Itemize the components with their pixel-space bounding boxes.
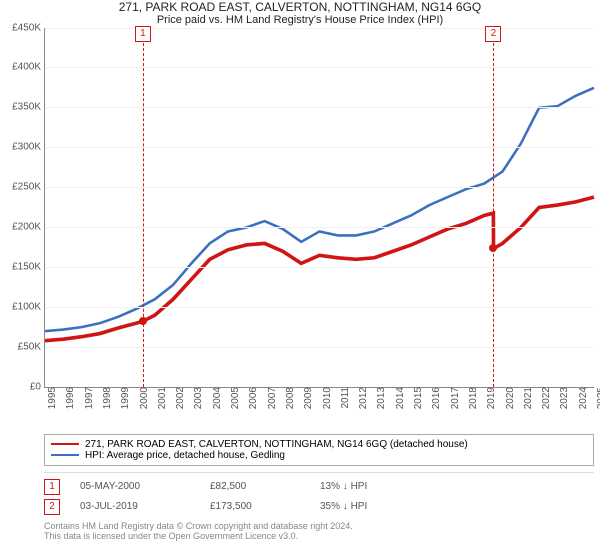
x-tick-label: 2005 (228, 387, 241, 409)
x-tick-label: 2000 (137, 387, 150, 409)
chart-container: 271, PARK ROAD EAST, CALVERTON, NOTTINGH… (0, 0, 600, 560)
legend: 271, PARK ROAD EAST, CALVERTON, NOTTINGH… (44, 434, 594, 466)
x-tick-label: 2014 (393, 387, 406, 409)
x-tick-label: 1999 (118, 387, 131, 409)
x-tick-label: 2022 (539, 387, 552, 409)
heading: 271, PARK ROAD EAST, CALVERTON, NOTTINGH… (0, 0, 600, 28)
event-marker-line (493, 28, 494, 387)
footnote: Contains HM Land Registry data © Crown c… (44, 521, 594, 541)
legend-item: HPI: Average price, detached house, Gedl… (51, 450, 587, 461)
x-tick-label: 2013 (374, 387, 387, 409)
x-tick-label: 2016 (429, 387, 442, 409)
gridline (45, 267, 594, 268)
x-tick-label: 2002 (173, 387, 186, 409)
chart-subtitle: Price paid vs. HM Land Registry's House … (0, 14, 600, 27)
gridline (45, 187, 594, 188)
x-tick-label: 2020 (503, 387, 516, 409)
chart-title: 271, PARK ROAD EAST, CALVERTON, NOTTINGH… (0, 0, 600, 14)
x-tick-label: 2024 (576, 387, 589, 409)
gridline (45, 147, 594, 148)
footnote-line: This data is licensed under the Open Gov… (44, 531, 594, 541)
event-date: 05-MAY-2000 (80, 481, 190, 492)
footnote-line: Contains HM Land Registry data © Crown c… (44, 521, 594, 531)
x-tick-label: 2021 (521, 387, 534, 409)
series-lines (45, 28, 594, 387)
x-tick-label: 2011 (338, 387, 351, 409)
series-hpi (45, 87, 594, 330)
gridline (45, 227, 594, 228)
event-row: 1 05-MAY-2000 £82,500 13% ↓ HPI (44, 477, 594, 497)
x-tick-label: 1997 (82, 387, 95, 409)
x-tick-label: 2017 (448, 387, 461, 409)
y-tick-label: £150K (12, 261, 45, 272)
y-tick-label: £200K (12, 222, 45, 233)
x-tick-label: 2004 (210, 387, 223, 409)
event-marker-line (143, 28, 144, 387)
x-tick-label: 2023 (557, 387, 570, 409)
y-tick-label: £350K (12, 102, 45, 113)
y-tick-label: £400K (12, 62, 45, 73)
x-tick-label: 2025 (594, 387, 600, 409)
event-pct: 13% ↓ HPI (320, 481, 367, 492)
legend-label: 271, PARK ROAD EAST, CALVERTON, NOTTINGH… (85, 439, 468, 450)
x-tick-label: 2018 (466, 387, 479, 409)
legend-swatch (51, 454, 79, 456)
y-tick-label: £250K (12, 182, 45, 193)
event-price: £82,500 (210, 481, 300, 492)
event-number-box: 2 (44, 499, 60, 515)
gridline (45, 307, 594, 308)
y-tick-label: £50K (18, 341, 45, 352)
x-tick-label: 2019 (484, 387, 497, 409)
gridline (45, 28, 594, 29)
x-tick-label: 2012 (356, 387, 369, 409)
event-date: 03-JUL-2019 (80, 501, 190, 512)
events-table: 1 05-MAY-2000 £82,500 13% ↓ HPI 2 03-JUL-2019… (44, 472, 594, 517)
x-tick-label: 1995 (45, 387, 58, 409)
event-row: 2 03-JUL-2019 £173,500 35% ↓ HPI (44, 497, 594, 517)
gridline (45, 67, 594, 68)
y-tick-label: £0 (30, 381, 45, 392)
legend-item: 271, PARK ROAD EAST, CALVERTON, NOTTINGH… (51, 439, 587, 450)
sale-point-dot (139, 317, 147, 325)
event-number-box: 1 (44, 479, 60, 495)
y-tick-label: £100K (12, 301, 45, 312)
x-tick-label: 2003 (191, 387, 204, 409)
sale-point-dot (489, 244, 497, 252)
series-price_paid (45, 197, 594, 341)
x-tick-label: 2010 (320, 387, 333, 409)
event-price: £173,500 (210, 501, 300, 512)
gridline (45, 347, 594, 348)
plot: £0£50K£100K£150K£200K£250K£300K£350K£400… (44, 28, 594, 388)
x-tick-label: 2006 (246, 387, 259, 409)
x-tick-label: 1998 (100, 387, 113, 409)
x-tick-label: 2001 (155, 387, 168, 409)
x-tick-label: 2008 (283, 387, 296, 409)
gridline (45, 107, 594, 108)
event-marker-box: 2 (485, 26, 501, 42)
plot-area: £0£50K£100K£150K£200K£250K£300K£350K£400… (44, 28, 594, 388)
y-tick-label: £450K (12, 22, 45, 33)
x-tick-label: 2015 (411, 387, 424, 409)
event-pct: 35% ↓ HPI (320, 501, 367, 512)
y-tick-label: £300K (12, 142, 45, 153)
legend-label: HPI: Average price, detached house, Gedl… (85, 450, 285, 461)
x-tick-label: 2007 (265, 387, 278, 409)
x-tick-label: 1996 (63, 387, 76, 409)
legend-swatch (51, 443, 79, 445)
event-marker-box: 1 (135, 26, 151, 42)
x-tick-label: 2009 (301, 387, 314, 409)
